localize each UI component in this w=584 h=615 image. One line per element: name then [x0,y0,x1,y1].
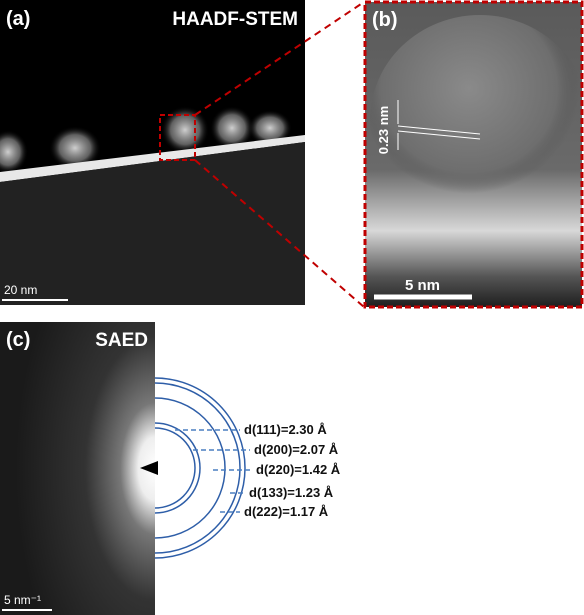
panel-b: 0.23 nm (b) 5 nm [363,0,584,309]
zoom-box [159,114,196,161]
panel-label: (b) [372,9,398,31]
grain [370,15,584,225]
connector [194,1,365,116]
ring-label: d(222)=1.17 Å [244,504,329,519]
ring-label: d(220)=1.42 Å [256,462,341,477]
substrate [0,142,305,305]
ring-label: d(133)=1.23 Å [249,485,334,500]
panel-border [363,0,584,309]
ring-label: d(111)=2.30 Å [244,422,327,437]
panel-title: SAED [95,330,148,351]
panel-label: (c) [6,329,30,351]
rings [154,377,246,559]
panel-title: HAADF-STEM [172,9,298,30]
panel-c: (c) SAED 5 nm⁻¹ d(111)=2.30 Å d(200)=2.0… [0,322,341,615]
ring-pointers [175,429,252,513]
ring-label: d(200)=2.07 Å [254,442,339,457]
scale-label: 5 nm [405,277,440,294]
lattice-spacing: 0.23 nm [376,106,391,154]
substrate-edge [0,135,305,182]
beam-stop [140,461,158,475]
image-c [0,322,155,615]
scale-label: 20 nm [4,283,37,297]
panel-a: (a) HAADF-STEM 20 nm [0,0,305,305]
connector [194,159,365,308]
scale-label: 5 nm⁻¹ [4,593,41,607]
ring-labels: d(111)=2.30 Å d(200)=2.07 Å d(220)=1.42 … [244,422,341,519]
panel-label: (a) [6,8,30,30]
particles [0,106,292,174]
